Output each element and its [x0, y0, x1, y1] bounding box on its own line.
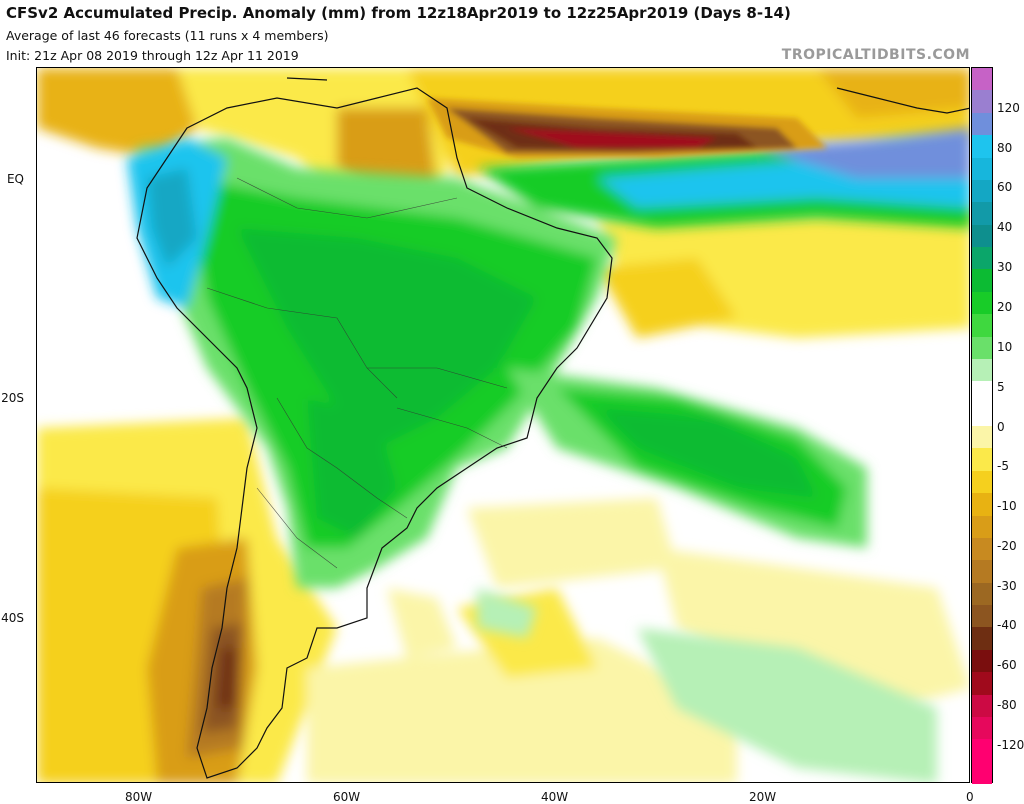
- colorbar-swatch: [972, 493, 992, 516]
- legend-label: -10: [997, 499, 1017, 513]
- lon-label-40w: 40W: [541, 790, 569, 804]
- lon-label-80w: 80W: [125, 790, 153, 804]
- lat-label-40s: 40S: [1, 611, 24, 625]
- legend-label: -40: [997, 618, 1017, 632]
- map-canvas: [37, 68, 969, 782]
- legend-label: -60: [997, 658, 1017, 672]
- lon-label-0: 0: [966, 790, 974, 804]
- legend-label: 5: [997, 380, 1005, 394]
- colorbar-swatch: [972, 448, 992, 471]
- colorbar-swatch: [972, 224, 992, 247]
- colorbar-swatch: [972, 68, 992, 91]
- legend-label: 30: [997, 260, 1013, 274]
- legend-label: 60: [997, 180, 1013, 194]
- colorbar-swatch: [972, 426, 992, 449]
- colorbar-swatch: [972, 314, 992, 337]
- colorbar-swatch: [972, 560, 992, 583]
- country-borders: [206, 177, 508, 569]
- colorbar-swatch: [972, 716, 992, 740]
- colorbar-swatch: [972, 515, 992, 538]
- legend-label: 80: [997, 141, 1013, 155]
- colorbar-swatch: [972, 381, 992, 404]
- colorbar-swatch: [972, 672, 992, 695]
- lon-label-20w: 20W: [749, 790, 777, 804]
- coastlines: [136, 77, 969, 779]
- colorbar-swatch: [972, 403, 992, 426]
- legend-label: 10: [997, 340, 1013, 354]
- legend-label: -80: [997, 698, 1017, 712]
- map-title: CFSv2 Accumulated Precip. Anomaly (mm) f…: [6, 4, 791, 22]
- legend-label: 120: [997, 101, 1020, 115]
- colorbar-swatch: [972, 627, 992, 650]
- colorbar-swatch: [972, 291, 992, 315]
- colorbar-swatch: [972, 202, 992, 225]
- colorbar-swatch: [972, 247, 992, 270]
- colorbar-swatch: [972, 269, 992, 292]
- colorbar-swatch: [972, 694, 992, 717]
- legend-label: -120: [997, 738, 1024, 752]
- colorbar-swatch: [972, 761, 992, 784]
- colorbar-swatch: [972, 649, 992, 673]
- legend-label: -5: [997, 459, 1009, 473]
- colorbar-swatch: [972, 112, 992, 136]
- colorbar-swatch: [972, 90, 992, 113]
- colorbar-swatch: [972, 135, 992, 158]
- colorbar-swatch: [972, 582, 992, 605]
- colorbar-swatch: [972, 358, 992, 382]
- colorbar-swatch: [972, 470, 992, 494]
- init-time: Init: 21z Apr 08 2019 through 12z Apr 11…: [6, 48, 299, 63]
- colorbar-swatch: [972, 179, 992, 203]
- colorbar-swatch: [972, 537, 992, 561]
- colorbar: [971, 67, 993, 784]
- brand-watermark: TROPICALTIDBITS.COM: [781, 47, 970, 63]
- legend-label: 0: [997, 420, 1005, 434]
- legend-label: 40: [997, 220, 1013, 234]
- legend-label: -20: [997, 539, 1017, 553]
- legend-label: -30: [997, 579, 1017, 593]
- colorbar-swatch: [972, 336, 992, 359]
- lon-label-60w: 60W: [333, 790, 361, 804]
- legend-label: 20: [997, 300, 1013, 314]
- colorbar-swatch: [972, 605, 992, 628]
- colorbar-swatch: [972, 739, 992, 762]
- precip-anomaly-map: [36, 67, 970, 783]
- lat-label-eq: EQ: [6, 172, 24, 186]
- strong-dry-band: [427, 98, 827, 158]
- map-subtitle: Average of last 46 forecasts (11 runs x …: [6, 28, 329, 43]
- lat-label-20s: 20S: [1, 391, 24, 405]
- colorbar-swatch: [972, 157, 992, 180]
